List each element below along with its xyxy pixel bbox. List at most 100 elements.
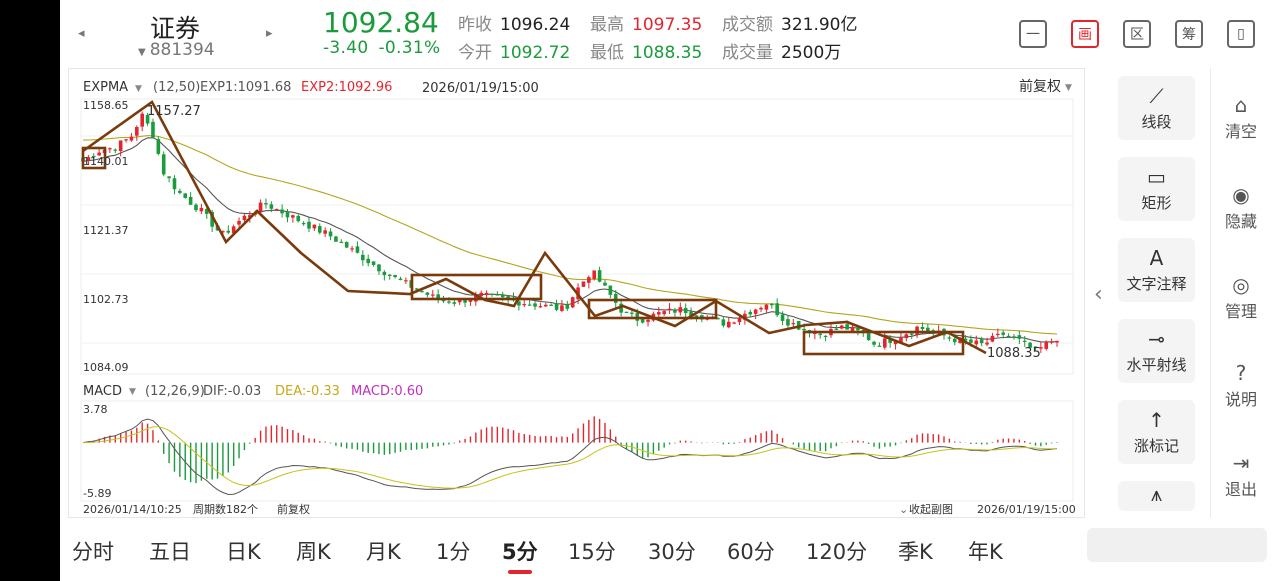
horizontal-ray-tool[interactable]: ⊸ 水平射线	[1118, 319, 1195, 383]
rectangle-drawing[interactable]	[81, 146, 107, 170]
candle-body	[845, 324, 849, 330]
quote-item: 今开 1092.72	[458, 38, 570, 63]
candle-body	[716, 318, 720, 320]
draw-button[interactable]: 画	[1071, 20, 1099, 48]
candle-body	[759, 307, 763, 310]
candle-body	[135, 127, 139, 136]
period-tab[interactable]: 30分	[648, 540, 696, 564]
candle-body	[269, 204, 274, 209]
prev-stock-arrow[interactable]: ◂	[78, 26, 85, 41]
price-change: -3.40 -0.31%	[323, 38, 450, 58]
low-price-label: 1088.35	[987, 346, 1041, 361]
candle-body	[398, 278, 403, 280]
candle-body	[124, 139, 128, 141]
kline-chart[interactable]: EXPMA ▼ (12,50) EXP1:1091.68 EXP2:1092.9…	[69, 69, 1086, 519]
period-tab[interactable]: 1分	[436, 540, 471, 564]
candle-body	[877, 345, 882, 347]
candle-body	[753, 309, 758, 314]
range-button[interactable]: 区	[1123, 20, 1151, 48]
clear-button[interactable]: ⌂ 清空	[1213, 92, 1269, 142]
period-tab[interactable]: 年K	[968, 540, 1003, 564]
side-action-label: 退出	[1224, 480, 1257, 499]
period-tab[interactable]: 月K	[366, 540, 401, 564]
main-indicator-params: (12,50)	[153, 80, 200, 95]
candle-body	[350, 248, 354, 250]
chip-button[interactable]: 筹	[1175, 20, 1203, 48]
candle-body	[952, 338, 957, 343]
wave-tool[interactable]: ⩚	[1118, 481, 1195, 511]
period-tab[interactable]: 120分	[806, 540, 868, 564]
high-price-label: 1157.27	[147, 104, 201, 119]
chart-area[interactable]: EXPMA ▼ (12,50) EXP1:1091.68 EXP2:1092.9…	[68, 68, 1085, 518]
quote-item: 最低 1088.35	[590, 38, 702, 63]
candle-body	[500, 294, 505, 298]
text-annotation-icon: A	[1149, 245, 1164, 270]
next-stock-arrow[interactable]: ▸	[266, 26, 273, 41]
candle-body	[721, 319, 726, 326]
period-tab[interactable]: 周K	[296, 540, 331, 564]
more-options-bar[interactable]	[1087, 528, 1267, 562]
price-axis-labels: 1158.65 1140.01 1121.37 1102.73 1084.09	[83, 99, 129, 374]
candle-body	[646, 319, 650, 322]
period-tab[interactable]: 日K	[226, 540, 261, 564]
rectangle-drawing[interactable]	[802, 330, 965, 356]
exp2-value: EXP2:1092.96	[301, 80, 392, 95]
candle-body	[608, 285, 613, 295]
stock-code-selector[interactable]: ▼ 881394	[138, 40, 215, 60]
quote-header: ◂ ▸ 证券 ▼ 881394 1092.84 -3.40 -0.31% 昨收 109…	[60, 0, 1278, 68]
candle-body	[430, 294, 435, 296]
period-tab[interactable]: 15分	[568, 540, 616, 564]
help-button[interactable]: ? 说明	[1213, 360, 1269, 410]
price-axis-label: 1084.09	[83, 361, 129, 374]
collapse-panel-icon[interactable]: ‹	[1094, 282, 1103, 307]
sub-dropdown-icon[interactable]: ▼	[129, 387, 136, 397]
quote-label: 最低	[590, 43, 624, 63]
manage-button[interactable]: ◎ 管理	[1213, 272, 1269, 322]
candle-body	[463, 300, 467, 303]
candle-body	[129, 136, 134, 141]
candle-body	[226, 230, 231, 233]
macd-value: MACD:0.60	[351, 384, 423, 399]
period-tab[interactable]: 60分	[727, 540, 775, 564]
candle-body	[888, 338, 892, 343]
period-tab[interactable]: 季K	[898, 540, 933, 564]
main-indicator-name[interactable]: EXPMA	[83, 80, 128, 95]
quote-value: 1088.35	[632, 43, 703, 63]
trend-line-drawing[interactable]	[82, 100, 987, 355]
period-tab[interactable]: 五日	[149, 540, 191, 564]
candle-body	[737, 318, 742, 323]
crosshair-datetime: 2026/01/19/15:00	[422, 81, 539, 96]
adjust-mode[interactable]: 前复权	[1019, 78, 1061, 95]
quote-value: 1092.72	[500, 43, 571, 63]
period-tab[interactable]: 5分	[502, 540, 538, 564]
collapse-subchart-icon[interactable]: ⌄	[899, 503, 908, 516]
sub-indicator-name[interactable]: MACD	[83, 384, 122, 399]
text-annotation-tool[interactable]: A 文字注释	[1118, 238, 1195, 302]
exit-button[interactable]: ⇥ 退出	[1213, 450, 1269, 500]
rise-mark-tool[interactable]: ↑ 涨标记	[1118, 400, 1195, 464]
candle-body	[920, 326, 925, 329]
quote-value: 1096.24	[500, 15, 571, 35]
collapse-subchart-button[interactable]: 收起副图	[909, 502, 953, 516]
candle-body	[883, 338, 887, 348]
candle-body	[145, 115, 150, 124]
candle-body	[307, 221, 311, 229]
rectangle-tool[interactable]: ▭ 矩形	[1118, 157, 1195, 221]
exp2-line	[82, 135, 1058, 335]
minimize-button[interactable]: 一	[1019, 20, 1047, 48]
sub-indicator-params: (12,26,9)	[145, 384, 205, 399]
drawing-annotations	[81, 100, 987, 356]
period-tab[interactable]: 分时	[72, 540, 114, 564]
landscape-button[interactable]: ▯	[1227, 20, 1255, 48]
hide-button[interactable]: ◉ 隐藏	[1213, 182, 1269, 232]
period-count: 周期数182个	[193, 503, 258, 516]
rectangle-drawing[interactable]	[410, 273, 543, 301]
adjust-dropdown-icon[interactable]: ▼	[1065, 83, 1072, 93]
line-segment-tool[interactable]: ⟋ 线段	[1118, 76, 1195, 140]
candle-body	[113, 149, 118, 151]
candle-body	[549, 304, 553, 306]
rectangle-drawing[interactable]	[587, 298, 718, 320]
candle-body	[312, 224, 317, 229]
candle-body	[328, 231, 333, 237]
indicator-dropdown-icon[interactable]: ▼	[135, 84, 142, 94]
